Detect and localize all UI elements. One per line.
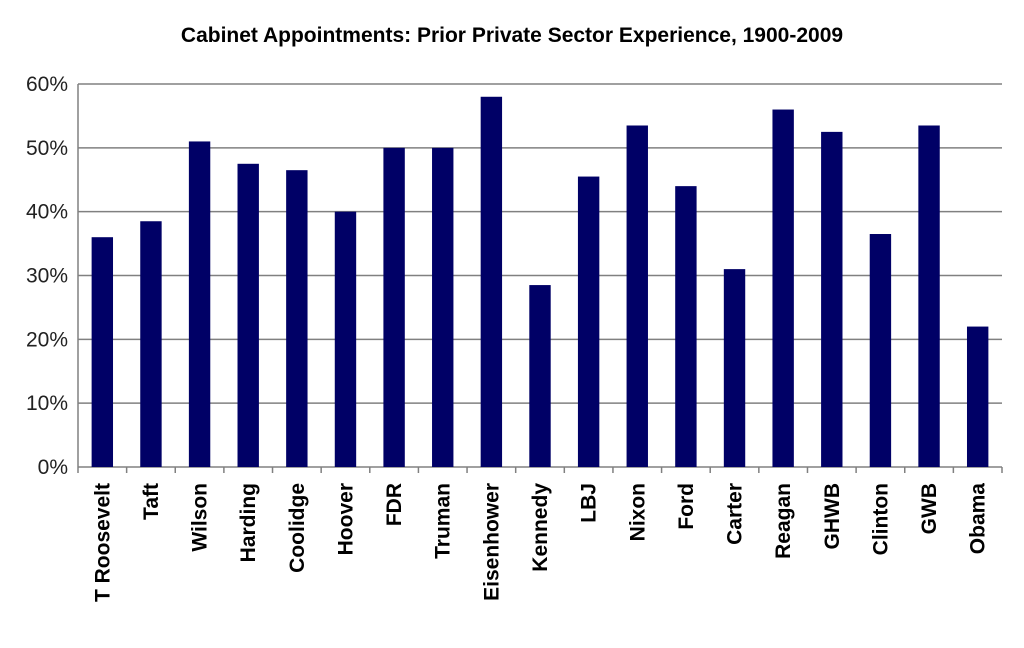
x-category-label: Carter [724, 483, 747, 545]
x-category-label: Harding [237, 483, 260, 562]
bar-nixon [626, 125, 648, 467]
bar-coolidge [286, 170, 308, 468]
gridlines [77, 83, 1003, 473]
bar-hoover [334, 211, 357, 467]
x-category-label: Taft [140, 483, 163, 520]
bar-gwb [918, 125, 940, 467]
x-category-label: Clinton [869, 483, 892, 555]
bar-harding [237, 163, 259, 467]
bar-obama [966, 326, 989, 467]
y-tick-label: 10% [26, 392, 68, 415]
bar-t-roosevelt [91, 237, 114, 467]
x-category-label: Ford [675, 483, 698, 530]
y-axis-ticks: 0% 10% 20% 30% 40% 50% 60% [26, 73, 68, 479]
bar-ghwb [821, 131, 843, 467]
x-category-label: Eisenhower [480, 483, 503, 601]
x-category-label: GHWB [821, 483, 844, 550]
bar-kennedy [529, 285, 551, 467]
x-category-label: FDR [383, 483, 406, 526]
x-category-label: Wilson [189, 483, 212, 552]
x-category-label: GWB [918, 483, 941, 534]
chart-title: Cabinet Appointments: Prior Private Sect… [181, 24, 843, 47]
x-category-label: LBJ [578, 483, 601, 523]
y-tick-label: 30% [26, 265, 68, 288]
bar-clinton [869, 234, 892, 467]
bar-fdr [383, 147, 405, 468]
x-category-label: Reagan [772, 483, 795, 559]
y-tick-label: 50% [26, 137, 68, 160]
bar-reagan [772, 109, 794, 468]
bar-wilson [188, 141, 211, 467]
bar-taft [140, 221, 162, 467]
y-tick-label: 60% [26, 73, 68, 96]
y-tick-label: 0% [38, 456, 68, 479]
x-category-label: T Roosevelt [91, 483, 114, 602]
x-category-label: Truman [432, 483, 455, 559]
x-category-label: Obama [967, 483, 990, 555]
bar-lbj [577, 176, 600, 467]
x-category-label: Coolidge [286, 483, 309, 573]
y-tick-label: 20% [26, 328, 68, 351]
x-category-label: Hoover [334, 483, 357, 555]
bar-eisenhower [480, 96, 503, 468]
bar-truman [432, 147, 454, 468]
x-category-label: Kennedy [529, 483, 552, 572]
bars [91, 96, 989, 468]
bar-carter [723, 269, 746, 467]
x-axis-labels: T Roosevelt Taft Wilson Harding Coolidge Hoov… [91, 483, 989, 602]
bar-ford [675, 186, 697, 467]
y-tick-label: 40% [26, 201, 68, 224]
x-category-label: Nixon [626, 483, 649, 541]
